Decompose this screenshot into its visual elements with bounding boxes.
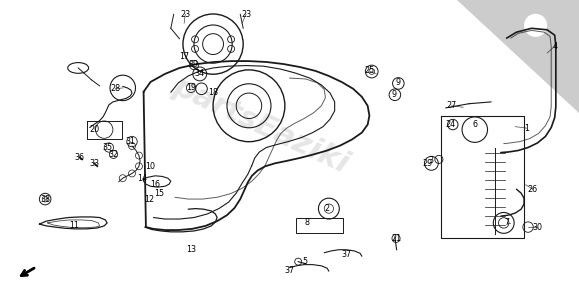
Text: 18: 18	[208, 88, 218, 97]
Circle shape	[529, 0, 543, 4]
Text: 39: 39	[189, 60, 199, 69]
Text: 14: 14	[137, 174, 147, 183]
Circle shape	[556, 18, 570, 32]
Text: 3: 3	[429, 156, 434, 165]
Text: 38: 38	[40, 195, 50, 204]
Text: 25: 25	[364, 66, 375, 75]
Text: 10: 10	[145, 162, 156, 171]
Text: 36: 36	[75, 153, 85, 162]
Text: 37: 37	[341, 250, 351, 259]
Polygon shape	[457, 0, 579, 113]
Circle shape	[529, 46, 543, 60]
Text: 15: 15	[154, 189, 164, 198]
Text: 2: 2	[325, 204, 329, 213]
Text: 17: 17	[179, 52, 189, 60]
Text: 37: 37	[284, 266, 295, 275]
Circle shape	[548, 38, 562, 52]
Text: 7: 7	[504, 218, 509, 227]
Text: 23: 23	[241, 10, 251, 19]
Text: 23: 23	[180, 10, 190, 19]
Text: 34: 34	[195, 69, 205, 78]
Text: 21: 21	[391, 234, 402, 243]
Text: 30: 30	[532, 223, 543, 232]
Text: partsEaziki: partsEaziki	[168, 72, 353, 179]
Text: 13: 13	[186, 245, 196, 254]
Text: 1: 1	[525, 124, 529, 133]
Text: 26: 26	[527, 185, 538, 194]
Circle shape	[511, 1, 560, 50]
Text: 20: 20	[89, 125, 100, 134]
Text: 28: 28	[111, 84, 121, 93]
Text: 32: 32	[108, 150, 119, 159]
Text: 29: 29	[422, 159, 433, 168]
Text: 9: 9	[392, 90, 397, 99]
Circle shape	[501, 18, 515, 32]
Text: 8: 8	[305, 218, 309, 226]
Circle shape	[524, 14, 547, 37]
Circle shape	[509, 0, 523, 13]
Text: 9: 9	[396, 78, 401, 87]
Text: 6: 6	[472, 120, 477, 129]
Text: 27: 27	[446, 101, 457, 110]
Circle shape	[548, 0, 562, 13]
Text: 12: 12	[144, 195, 155, 204]
Text: 11: 11	[69, 221, 79, 230]
Text: 35: 35	[102, 143, 112, 152]
Circle shape	[509, 38, 523, 52]
Text: 4: 4	[552, 42, 557, 51]
Text: 33: 33	[89, 159, 100, 168]
Text: 5: 5	[303, 257, 307, 266]
Text: 24: 24	[445, 120, 456, 129]
Text: 31: 31	[125, 137, 135, 146]
Text: 16: 16	[150, 180, 160, 189]
Text: 19: 19	[186, 83, 196, 92]
